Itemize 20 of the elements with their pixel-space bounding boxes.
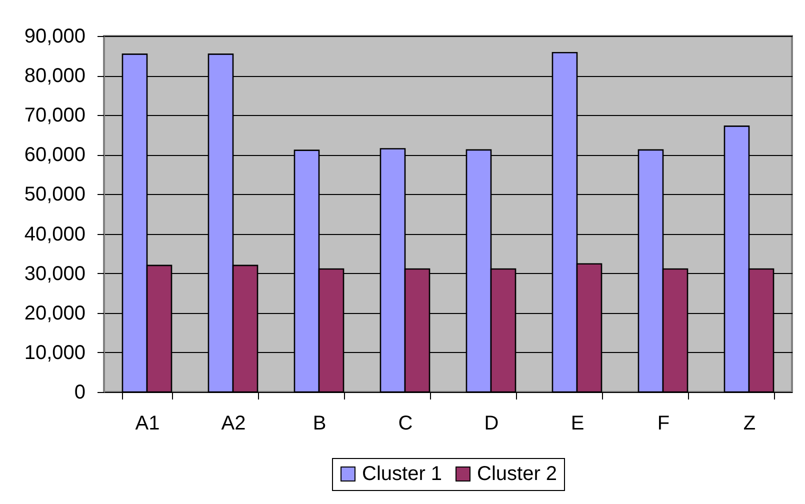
- y-tick-label: 80,000: [24, 65, 86, 88]
- x-tick-label: A1: [135, 412, 160, 434]
- y-tick-label: 0: [74, 382, 86, 404]
- x-tick-label: C: [398, 412, 413, 434]
- y-tick-label: 40,000: [24, 223, 86, 246]
- x-tick-label: F: [657, 412, 670, 434]
- y-tick-label: 50,000: [24, 184, 86, 206]
- legend-label: Cluster 1: [362, 463, 442, 485]
- x-tick-label: D: [484, 412, 499, 434]
- legend-label: Cluster 2: [477, 463, 558, 485]
- y-tick-label: 10,000: [24, 342, 86, 364]
- x-tick-label: B: [312, 412, 326, 434]
- y-tick-label: 60,000: [24, 144, 86, 166]
- x-tick-label: Z: [743, 412, 756, 434]
- y-tick-label: 30,000: [24, 262, 86, 285]
- x-tick-label: E: [570, 412, 584, 434]
- y-tick-label: 70,000: [24, 104, 86, 127]
- x-tick-label: A2: [221, 412, 246, 434]
- y-tick-label: 20,000: [24, 302, 86, 324]
- y-tick-label: 90,000: [24, 26, 86, 48]
